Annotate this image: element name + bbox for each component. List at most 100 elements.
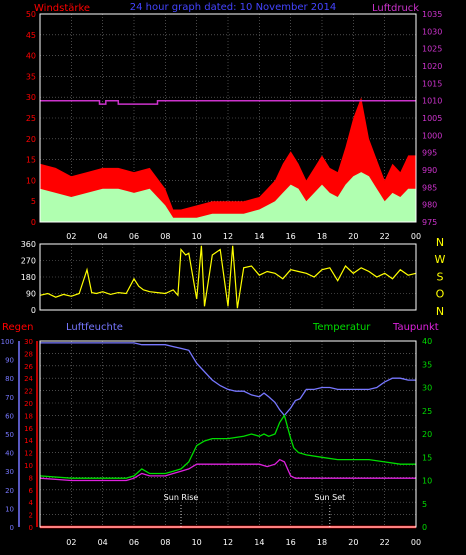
x-tick-label: 18 (317, 232, 327, 241)
x-tick-label: 08 (160, 538, 170, 547)
compass-label: N (436, 305, 444, 318)
x-tick-label: 08 (160, 232, 170, 241)
pressure-tick-label: 1010 (422, 97, 442, 106)
pressure-label: Luftdruck (372, 3, 419, 14)
direction-tick-label: 0 (31, 306, 36, 315)
rain-tick-label: 8 (29, 474, 33, 482)
rain-tick-label: 26 (24, 363, 33, 371)
x-tick-label: 12 (223, 232, 233, 241)
x-tick-label: 12 (223, 538, 233, 547)
humidity-tick-label: 30 (5, 468, 14, 476)
x-tick-label: 02 (66, 538, 76, 547)
x-tick-label: 02 (66, 232, 76, 241)
humidity-tick-label: 20 (5, 487, 14, 495)
temperature-tick-label: 25 (422, 407, 432, 416)
humidity-tick-label: 80 (5, 375, 14, 383)
pressure-tick-label: 1035 (422, 10, 442, 19)
x-tick-label: 22 (380, 538, 390, 547)
rain-label: Regen (2, 322, 34, 333)
compass-label: S (437, 270, 444, 283)
x-tick-label: 00 (411, 232, 421, 241)
humidity-tick-label: 10 (5, 505, 14, 513)
pressure-tick-label: 1020 (422, 62, 442, 71)
direction-tick-label: 360 (21, 240, 36, 249)
humidity-tick-label: 70 (5, 394, 14, 402)
wind-tick-label: 35 (26, 72, 36, 81)
temperature-tick-label: 35 (422, 360, 432, 369)
wind-tick-label: 40 (26, 52, 36, 61)
rain-tick-label: 10 (24, 462, 33, 470)
temperature-tick-label: 40 (422, 337, 432, 346)
temperature-tick-label: 5 (422, 500, 427, 509)
humidity-tick-label: 50 (5, 431, 14, 439)
rain-tick-label: 14 (24, 437, 33, 445)
humidity-tick-label: 90 (5, 357, 14, 365)
x-tick-label: 04 (98, 232, 108, 241)
annotation-label: Sun Rise (164, 493, 199, 502)
rain-tick-label: 12 (24, 450, 33, 458)
wind-tick-label: 10 (26, 176, 36, 185)
wind-label: Windstärke (34, 3, 90, 14)
x-tick-label: 00 (411, 538, 421, 547)
rain-tick-label: 16 (24, 425, 33, 433)
x-tick-label: 14 (254, 538, 264, 547)
dewpoint-label: Taupunkt (392, 322, 439, 333)
temperature-tick-label: 20 (422, 430, 432, 439)
humidity-tick-label: 60 (5, 412, 14, 420)
series-dewpoint-line (39, 458, 416, 482)
series-average-area (40, 172, 416, 222)
rain-tick-label: 28 (24, 350, 33, 358)
direction-tick-label: 90 (26, 290, 36, 299)
wind-tick-label: 45 (26, 31, 36, 40)
x-tick-label: 10 (192, 232, 202, 241)
wind-tick-label: 0 (31, 218, 36, 227)
series-direction-line (39, 245, 417, 309)
temperature-tick-label: 30 (422, 384, 432, 393)
x-tick-label: 06 (129, 232, 139, 241)
series-pressure-line (40, 99, 416, 105)
rain-tick-label: 18 (24, 412, 33, 420)
panel-wind-pressure: 24 hour graph dated: 10 November 2014 Wi… (26, 2, 443, 241)
plot-frame-direction (39, 243, 417, 311)
x-tick-label: 20 (348, 538, 358, 547)
rain-tick-label: 2 (29, 512, 33, 520)
pressure-tick-label: 990 (422, 166, 437, 175)
wind-tick-label: 5 (31, 197, 36, 206)
temperature-label: Temperatur (312, 322, 371, 333)
series-temperature-line (39, 413, 416, 479)
rain-tick-label: 6 (29, 487, 34, 495)
plot-frame-wind (39, 13, 417, 223)
pressure-tick-label: 1000 (422, 131, 442, 140)
pressure-tick-label: 1025 (422, 45, 442, 54)
pressure-tick-label: 975 (422, 218, 437, 227)
compass-label: N (436, 236, 444, 249)
temperature-tick-label: 15 (422, 453, 432, 462)
x-tick-label: 22 (380, 232, 390, 241)
pressure-tick-label: 1005 (422, 114, 442, 123)
x-tick-label: 14 (254, 232, 264, 241)
humidity-tick-label: 0 (10, 524, 14, 532)
rain-tick-label: 24 (24, 375, 33, 383)
pressure-tick-label: 985 (422, 183, 437, 192)
rain-tick-label: 20 (24, 400, 33, 408)
humidity-label: Luftfeuchte (66, 322, 123, 333)
rain-tick-label: 4 (29, 499, 34, 507)
plot-frame-humidity (39, 340, 417, 528)
pressure-tick-label: 995 (422, 149, 437, 158)
pressure-tick-label: 980 (422, 201, 437, 210)
x-tick-label: 16 (286, 232, 296, 241)
annotation-label: Sun Set (314, 493, 345, 502)
temperature-tick-label: 10 (422, 477, 432, 486)
wind-tick-label: 30 (26, 93, 36, 102)
x-tick-label: 10 (192, 538, 202, 547)
rain-tick-label: 30 (24, 338, 33, 346)
humidity-tick-label: 40 (5, 450, 14, 458)
panel-humidity-temperature: Regen Luftfeuchte Temperatur Taupunkt 0 1… (1, 322, 439, 547)
rain-tick-label: 0 (29, 524, 33, 532)
wind-tick-label: 20 (26, 135, 36, 144)
x-tick-label: 04 (98, 538, 108, 547)
series-humidity-line (40, 342, 416, 417)
humidity-tick-label: 100 (1, 338, 14, 346)
